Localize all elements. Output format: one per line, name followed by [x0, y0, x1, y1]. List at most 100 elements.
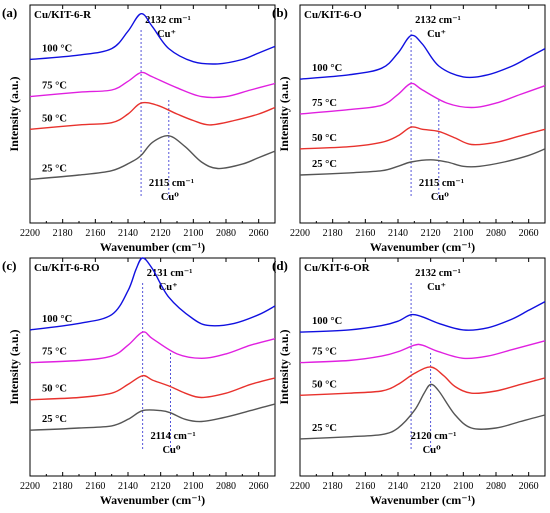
x-axis-label: Wavenumber (cm⁻¹)	[100, 240, 205, 254]
series-label: 75 °C	[312, 98, 337, 109]
panel-b: 2200 2180 2160 2140 2120 2100 2080 2060 Wavenumb…	[272, 4, 546, 254]
plot-frame	[299, 4, 546, 224]
series-label: 50 °C	[312, 133, 337, 144]
x-tick-label: 2140	[118, 228, 138, 239]
series-line-1	[299, 340, 546, 364]
series-label: 75 °C	[312, 347, 337, 358]
panel-a: 2200 2180 2160 2140 2120 2100 2080 2060 Wavenumb…	[2, 4, 276, 254]
x-tick-label: 2200	[20, 481, 40, 492]
series-label: 25 °C	[312, 159, 337, 170]
marker-label: 2132 cm⁻¹	[415, 268, 461, 279]
x-tick-label: 2160	[355, 481, 375, 492]
panel-letter: (b)	[272, 5, 288, 20]
marker-species: Cu⁰	[161, 192, 179, 203]
x-tick-label: 2060	[519, 481, 539, 492]
series-label: 50 °C	[42, 113, 67, 124]
series-line-3	[29, 403, 276, 431]
marker-label: 2131 cm⁻¹	[147, 268, 193, 279]
y-axis-label: Intensity (a.u.)	[7, 329, 21, 404]
series-line-0	[299, 300, 546, 333]
x-tick-label: 2200	[290, 228, 310, 239]
y-axis-label: Intensity (a.u.)	[7, 76, 21, 151]
series-line-1	[29, 71, 276, 99]
marker-species: Cu⁺	[427, 29, 446, 40]
series-line-0	[29, 13, 276, 65]
series-line-0	[299, 34, 546, 80]
series-label: 25 °C	[42, 414, 67, 425]
x-tick-label: 2160	[355, 228, 375, 239]
x-tick-label: 2200	[290, 481, 310, 492]
x-tick-label: 2100	[183, 228, 203, 239]
marker-species: Cu⁺	[159, 282, 178, 293]
x-tick-label: 2180	[323, 481, 343, 492]
x-tick-label: 2120	[421, 228, 441, 239]
series-line-2	[29, 101, 276, 130]
x-tick-label: 2080	[216, 228, 236, 239]
plot-frame	[29, 4, 276, 224]
x-tick-label: 2060	[249, 228, 269, 239]
x-tick-label: 2140	[388, 228, 408, 239]
x-tick-label: 2120	[151, 228, 171, 239]
marker-label: 2132 cm⁻¹	[415, 15, 461, 26]
marker-species: Cu⁺	[427, 282, 446, 293]
x-tick-label: 2180	[323, 228, 343, 239]
x-tick-label: 2120	[421, 481, 441, 492]
series-line-3	[299, 383, 546, 440]
series-label: 100 °C	[42, 314, 72, 325]
x-axis-label: Wavenumber (cm⁻¹)	[100, 493, 205, 507]
x-tick-label: 2160	[85, 228, 105, 239]
series-line-0	[29, 257, 276, 331]
x-tick-label: 2100	[453, 228, 473, 239]
series-label: 100 °C	[312, 63, 342, 74]
series-line-2	[299, 366, 546, 396]
marker-label: 2120 cm⁻¹	[411, 431, 457, 442]
series-line-2	[29, 374, 276, 401]
panel-letter: (a)	[2, 5, 17, 20]
marker-label: 2132 cm⁻¹	[145, 15, 191, 26]
x-tick-label: 2080	[216, 481, 236, 492]
x-tick-label: 2200	[20, 228, 40, 239]
x-axis-label: Wavenumber (cm⁻¹)	[370, 493, 475, 507]
series-line-2	[299, 126, 546, 150]
series-label: 75 °C	[42, 81, 67, 92]
marker-label: 2115 cm⁻¹	[419, 178, 464, 189]
plot-frame	[29, 257, 276, 477]
series-label: 25 °C	[42, 163, 67, 174]
x-tick-label: 2120	[151, 481, 171, 492]
series-label: 50 °C	[42, 384, 67, 395]
series-line-1	[299, 82, 546, 115]
panel-c: 2200 2180 2160 2140 2120 2100 2080 2060 Wavenumb…	[2, 257, 276, 507]
x-tick-label: 2080	[486, 481, 506, 492]
marker-species: Cu⁰	[431, 192, 449, 203]
series-line-3	[299, 148, 546, 176]
series-label: 100 °C	[312, 316, 342, 327]
panel-letter: (d)	[272, 258, 288, 273]
series-line-3	[29, 135, 276, 181]
marker-species: Cu⁰	[162, 445, 180, 456]
x-tick-label: 2100	[453, 481, 473, 492]
series-label: 75 °C	[42, 347, 67, 358]
series-line-1	[29, 331, 276, 364]
plot-frame	[299, 257, 546, 477]
panel-letter: (c)	[2, 258, 16, 273]
series-label: 25 °C	[312, 423, 337, 434]
x-tick-label: 2180	[53, 228, 73, 239]
panel-d: 2200 2180 2160 2140 2120 2100 2080 2060 Wavenumb…	[272, 257, 546, 507]
x-tick-label: 2060	[519, 228, 539, 239]
series-label: 50 °C	[312, 379, 337, 390]
x-tick-label: 2080	[486, 228, 506, 239]
x-tick-label: 2140	[118, 481, 138, 492]
marker-label: 2114 cm⁻¹	[150, 431, 195, 442]
y-axis-label: Intensity (a.u.)	[277, 329, 291, 404]
x-tick-label: 2060	[249, 481, 269, 492]
x-tick-label: 2160	[85, 481, 105, 492]
marker-species: Cu⁰	[423, 445, 441, 456]
x-axis-label: Wavenumber (cm⁻¹)	[370, 240, 475, 254]
x-tick-label: 2180	[53, 481, 73, 492]
sample-name: Cu/KIT-6-OR	[304, 262, 371, 274]
sample-name: Cu/KIT-6-R	[34, 9, 92, 21]
y-axis-label: Intensity (a.u.)	[277, 76, 291, 151]
x-tick-label: 2140	[388, 481, 408, 492]
marker-label: 2115 cm⁻¹	[149, 178, 194, 189]
